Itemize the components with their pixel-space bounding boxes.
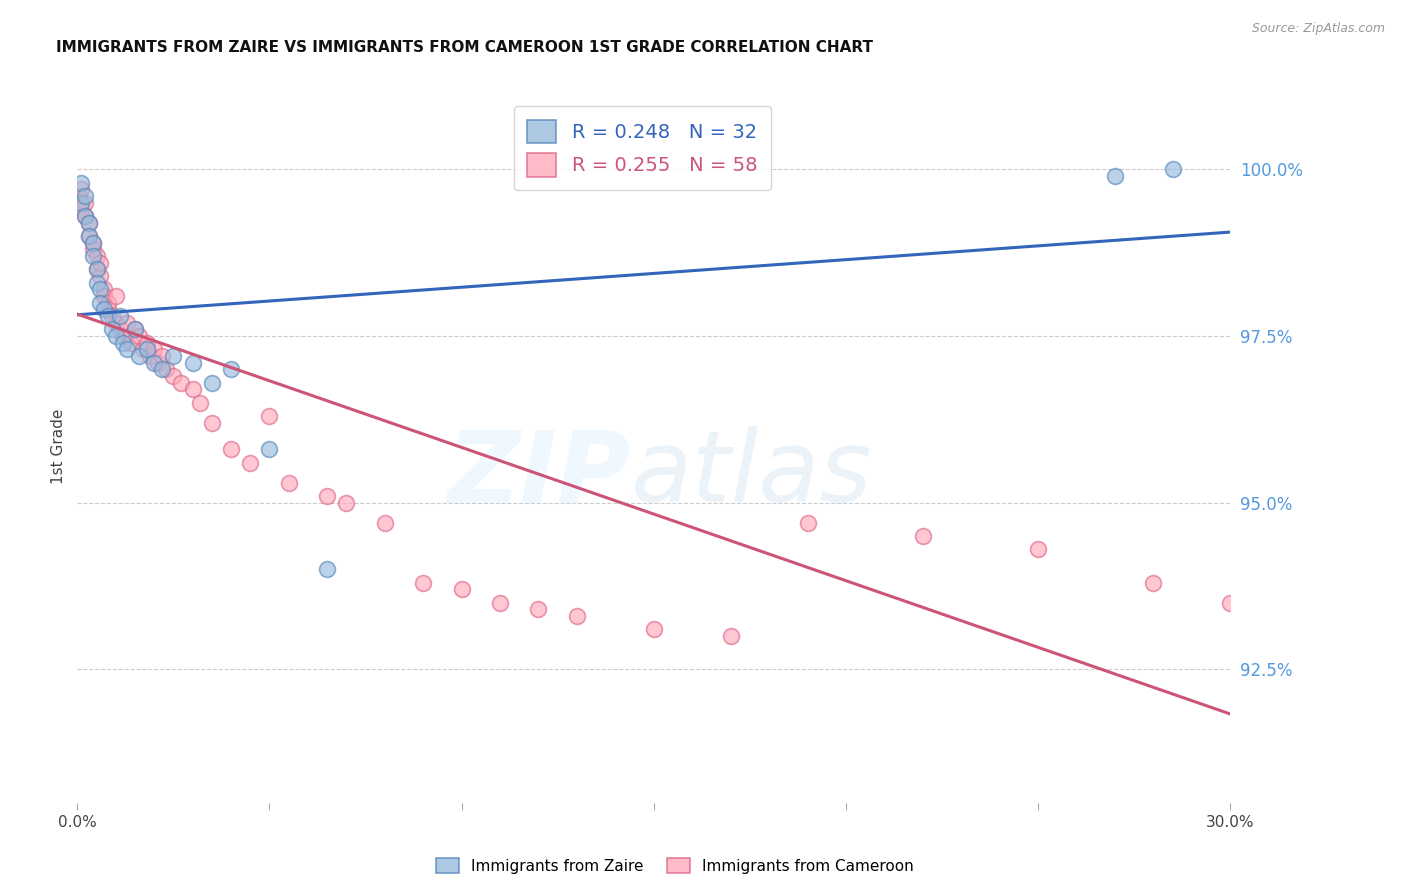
Text: atlas: atlas: [631, 426, 872, 523]
Point: [143, 356, 166, 370]
Point: [70, 202, 93, 217]
Legend: Immigrants from Zaire, Immigrants from Cameroon: Immigrants from Zaire, Immigrants from C…: [430, 852, 920, 880]
Point: [112, 329, 135, 343]
Text: IMMIGRANTS FROM ZAIRE VS IMMIGRANTS FROM CAMEROON 1ST GRADE CORRELATION CHART: IMMIGRANTS FROM ZAIRE VS IMMIGRANTS FROM…: [56, 40, 873, 55]
Point: [155, 362, 177, 376]
Point: [93, 289, 115, 303]
Point: [135, 335, 157, 350]
Point: [219, 442, 242, 457]
Point: [911, 529, 934, 543]
Point: [412, 575, 434, 590]
Point: [1104, 169, 1126, 183]
Point: [1142, 575, 1164, 590]
Text: Source: ZipAtlas.com: Source: ZipAtlas.com: [1251, 22, 1385, 36]
Point: [104, 316, 127, 330]
Point: [162, 368, 184, 383]
Point: [277, 475, 299, 490]
Point: [73, 209, 96, 223]
Point: [86, 262, 108, 277]
Point: [316, 562, 339, 576]
Point: [93, 302, 115, 317]
Point: [108, 309, 131, 323]
Point: [97, 302, 120, 317]
Point: [112, 335, 135, 350]
Point: [117, 316, 139, 330]
Point: [89, 255, 111, 269]
Point: [82, 235, 104, 250]
Point: [565, 609, 588, 624]
Point: [70, 182, 93, 196]
Point: [77, 216, 100, 230]
Text: ZIP: ZIP: [447, 426, 631, 523]
Point: [77, 228, 100, 243]
Point: [150, 362, 173, 376]
Point: [170, 376, 193, 390]
Point: [146, 356, 169, 370]
Point: [97, 295, 120, 310]
Point: [128, 329, 150, 343]
Point: [150, 349, 173, 363]
Legend: R = 0.248   N = 32, R = 0.255   N = 58: R = 0.248 N = 32, R = 0.255 N = 58: [513, 106, 770, 191]
Point: [82, 235, 104, 250]
Point: [89, 268, 111, 283]
Point: [104, 329, 127, 343]
Point: [135, 343, 157, 357]
Point: [124, 322, 146, 336]
Point: [374, 516, 396, 530]
Point: [796, 516, 818, 530]
Point: [86, 276, 108, 290]
Point: [1219, 596, 1241, 610]
Point: [128, 349, 150, 363]
Point: [489, 596, 512, 610]
Point: [82, 242, 104, 256]
Point: [89, 282, 111, 296]
Point: [181, 356, 204, 370]
Point: [1026, 542, 1049, 557]
Point: [219, 362, 242, 376]
Point: [77, 228, 100, 243]
Point: [643, 623, 665, 637]
Point: [124, 322, 146, 336]
Point: [188, 395, 211, 409]
Point: [259, 409, 281, 423]
Point: [97, 309, 120, 323]
Point: [93, 282, 115, 296]
Point: [259, 442, 281, 457]
Point: [117, 343, 139, 357]
Point: [101, 309, 124, 323]
Point: [108, 322, 131, 336]
Point: [1161, 162, 1184, 177]
Point: [139, 349, 162, 363]
Point: [73, 189, 96, 203]
Y-axis label: 1st Grade: 1st Grade: [51, 409, 66, 483]
Point: [104, 289, 127, 303]
Point: [239, 456, 262, 470]
Point: [1296, 615, 1319, 630]
Point: [162, 349, 184, 363]
Point: [181, 382, 204, 396]
Point: [131, 343, 153, 357]
Point: [73, 209, 96, 223]
Point: [101, 322, 124, 336]
Point: [120, 335, 142, 350]
Point: [201, 376, 224, 390]
Point: [77, 216, 100, 230]
Point: [335, 496, 357, 510]
Point: [86, 249, 108, 263]
Point: [450, 582, 472, 597]
Point: [73, 195, 96, 210]
Point: [82, 249, 104, 263]
Point: [316, 489, 339, 503]
Point: [527, 602, 550, 616]
Point: [720, 629, 742, 643]
Point: [67, 189, 90, 203]
Point: [143, 343, 166, 357]
Point: [86, 262, 108, 277]
Point: [70, 195, 93, 210]
Point: [201, 416, 224, 430]
Point: [70, 176, 93, 190]
Point: [89, 295, 111, 310]
